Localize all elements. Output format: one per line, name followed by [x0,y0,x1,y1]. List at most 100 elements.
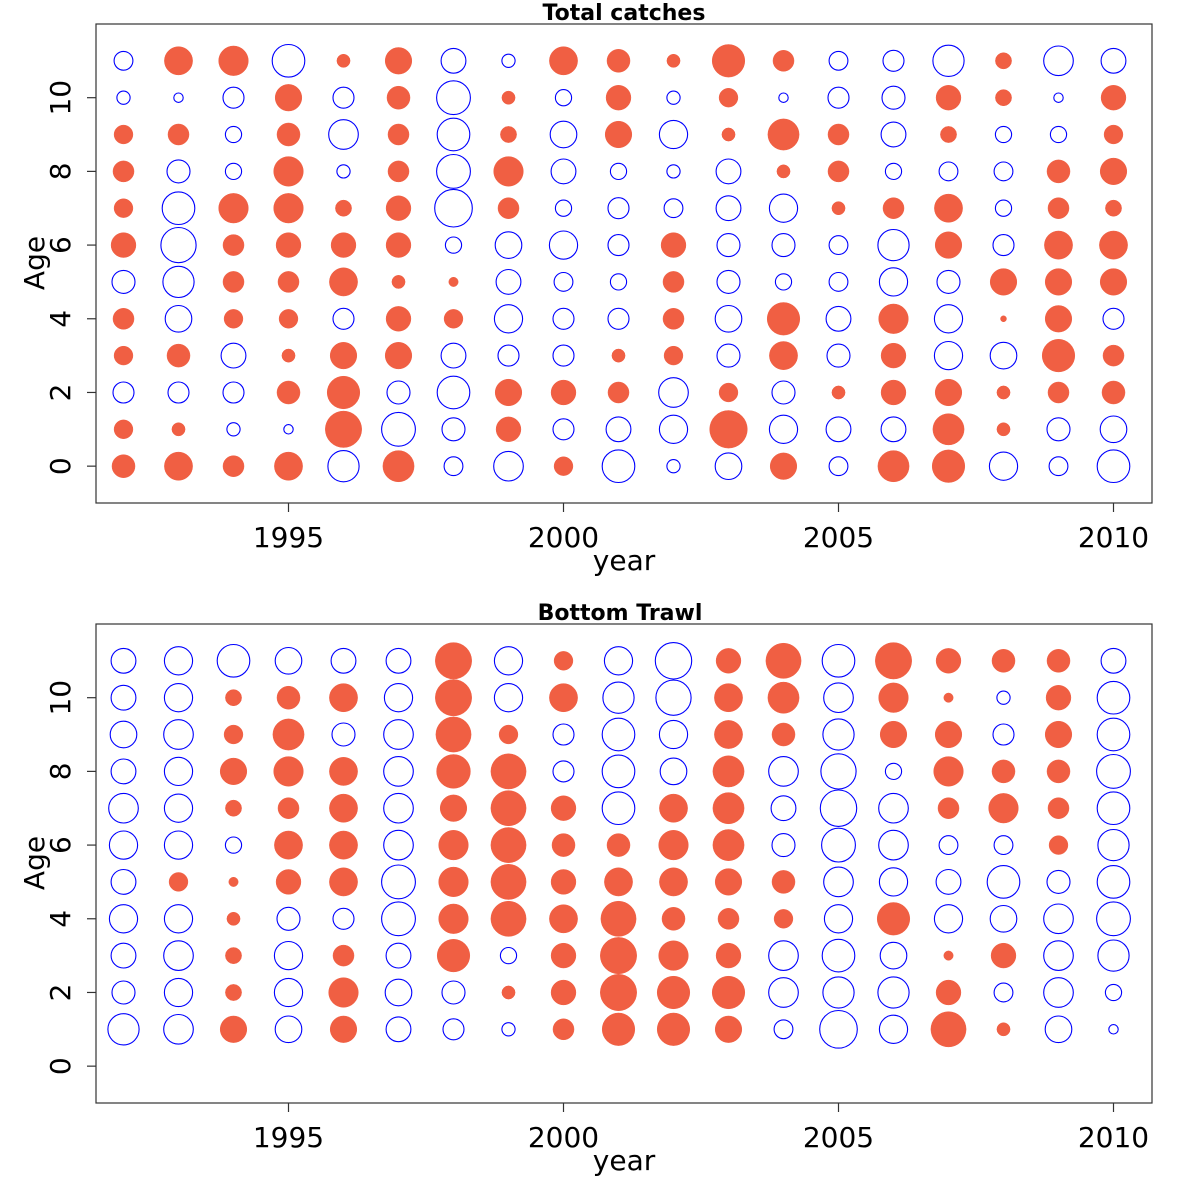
bubble-2010-age-4 [1096,901,1131,937]
bubble-2010-age-8 [1099,157,1128,185]
bubble-1994-age-7 [218,193,249,224]
bubble-2003-age-11 [711,44,746,78]
bubble-2000-age-5 [550,869,577,895]
bubble-2004-age-9 [771,722,796,747]
bubble-1996-age-2 [326,375,361,410]
bubble-2007-age-6 [934,231,963,259]
bubble-1995-age-8 [273,156,304,187]
bubble-1992-age-10 [110,684,137,711]
y-tick-label: 10 [44,80,77,116]
bubble-1993-age-3 [163,940,194,971]
bubble-marks [110,43,1131,484]
bubble-1996-age-9 [331,722,356,747]
bubble-2000-age-1 [552,1018,575,1041]
bubble-1998-age-6 [438,830,469,861]
bubble-2008-age-3 [990,942,1017,969]
bubble-1996-age-4 [332,307,355,330]
bubble-1998-age-5 [438,866,469,897]
bubble-2007-age-5 [935,868,962,895]
bubble-2003-age-5 [716,269,741,294]
x-tick-label: 1995 [253,521,324,554]
bubble-1993-age-7 [161,191,196,226]
bubble-1999-age-2 [494,378,523,407]
bubble-1993-age-7 [163,793,194,823]
bubble-1994-age-4 [223,309,244,329]
bubble-2002-age-0 [666,459,681,474]
bubble-2001-age-9 [604,120,633,149]
bubble-1998-age-1 [441,417,466,442]
y-tick-label: 4 [44,910,77,928]
bubble-1997-age-7 [383,792,414,824]
bubble-2005-age-7 [831,201,846,216]
bubble-2005-age-9 [822,718,855,751]
bubble-2007-age-8 [933,756,964,787]
bubble-2003-age-1 [709,410,748,449]
bubble-2009-age-8 [1046,759,1071,784]
bubble-2003-age-11 [715,648,742,674]
bubble-2001-age-6 [607,234,630,257]
bubble-1998-age-2 [441,980,466,1005]
bubble-2003-age-7 [712,792,745,825]
bubble-1995-age-4 [278,309,299,329]
bubble-2010-age-1 [1108,1024,1119,1035]
bubble-1993-age-9 [163,719,194,750]
bubble-2006-age-7 [882,197,905,219]
bubble-1998-age-1 [442,1018,465,1041]
bubble-2005-age-1 [819,1009,858,1049]
bubble-1997-age-11 [384,47,413,75]
bubble-2007-age-11 [935,648,962,674]
bubble-2001-age-8 [609,162,628,181]
bubble-2003-age-5 [714,868,743,896]
bubble-2005-age-8 [820,753,857,790]
bubble-2008-age-6 [992,234,1015,257]
bubble-2009-age-11 [1046,649,1071,673]
bubble-1992-age-3 [113,345,134,366]
bubble-1992-age-4 [112,308,135,330]
bubble-2004-age-6 [771,233,796,258]
x-axis: 1995 2000 2005 2010 [253,1103,1149,1154]
bubble-1998-age-7 [439,794,468,822]
bubble-2005-age-0 [828,456,849,477]
bubble-1999-age-3 [497,344,520,367]
bubble-2008-age-7 [994,199,1013,217]
bubble-2008-age-10 [996,690,1011,705]
bubble-2002-age-11 [654,642,693,680]
bubble-2008-age-2 [996,385,1011,400]
bubble-2003-age-10 [714,683,743,713]
bubble-2002-age-7 [663,198,684,219]
bubble-1993-age-1 [171,422,186,437]
bubble-1995-age-10 [274,84,303,112]
bubble-2009-age-1 [1044,1015,1073,1044]
bubble-2008-age-5 [986,865,1021,899]
bubble-2007-age-3 [933,340,964,371]
bubble-2005-age-11 [828,50,849,71]
bubble-1995-age-3 [273,940,304,971]
bubble-2010-age-7 [1105,199,1122,217]
bubble-1999-age-1 [501,1022,516,1037]
bubble-2010-age-9 [1096,717,1131,752]
bubble-1992-age-7 [113,198,134,218]
bubble-2010-age-8 [1096,753,1131,789]
bubble-1994-age-5 [228,876,239,887]
bubble-1994-age-8 [224,162,243,181]
bubble-2000-age-8 [552,760,575,783]
bubble-1998-age-3 [440,342,467,369]
bubble-1998-age-11 [440,47,467,74]
bubble-2004-age-4 [773,909,794,929]
bubble-2003-age-1 [714,1015,743,1043]
bubble-2006-age-2 [880,379,907,406]
bubble-2007-age-9 [940,126,957,143]
x-tick-label: 2000 [528,1121,599,1154]
bubble-2000-age-7 [554,199,573,217]
bubble-1999-age-11 [493,646,524,676]
bubble-1995-age-1 [274,1015,303,1044]
bubble-1995-age-11 [274,646,303,675]
bubble-2002-age-10 [655,679,692,716]
bubble-2001-age-11 [606,49,631,73]
bubble-1999-age-0 [493,450,524,482]
bubble-1997-age-9 [383,719,414,750]
bubble-2004-age-3 [769,341,798,370]
bubble-1995-age-3 [281,348,296,363]
bubble-2006-age-5 [878,267,909,297]
